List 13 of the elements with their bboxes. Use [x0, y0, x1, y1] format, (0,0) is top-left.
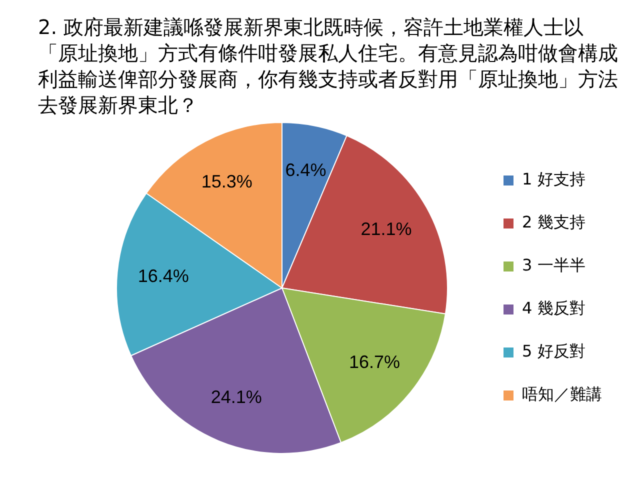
legend-label: 唔知／難講	[522, 384, 602, 404]
legend-label: 1 好支持	[522, 170, 586, 189]
data-label: 15.3%	[201, 171, 252, 192]
chart-title: 2. 政府最新建議喺發展新界東北既時候，容許土地業權人士以「原址換地」方式有條件咁發展私人住宅。有意見認為咁做會構成利益輸送俾部分發展商，你有幾支持或者反對用「原址換地」方法去發展新界東北？	[37, 14, 619, 118]
data-label: 24.1%	[210, 387, 262, 408]
legend-label: 4 幾反對	[522, 298, 586, 318]
data-label: 21.1%	[360, 219, 412, 240]
data-label: 16.4%	[138, 266, 189, 286]
legend-label: 5 好反對	[522, 342, 586, 361]
data-label: 16.7%	[349, 352, 400, 372]
legend-label: 2 幾支持	[522, 212, 586, 232]
data-label: 6.4%	[285, 160, 326, 180]
legend-label: 3 一半半	[522, 256, 586, 275]
